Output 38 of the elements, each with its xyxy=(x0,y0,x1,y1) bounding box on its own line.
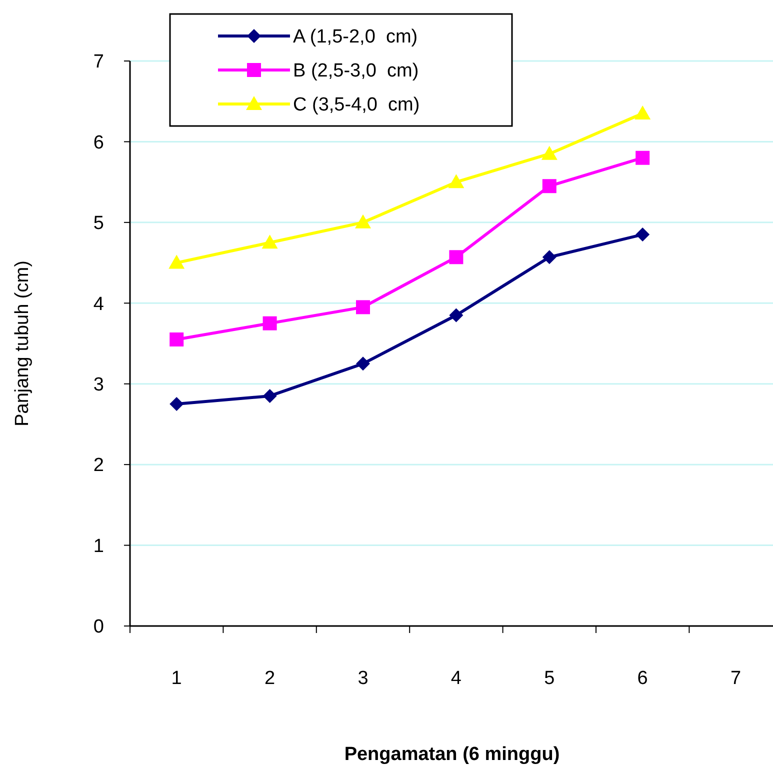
point xyxy=(168,254,185,269)
legend-label: B (2,5-3,0 cm) xyxy=(293,60,419,82)
point xyxy=(542,250,556,264)
point xyxy=(170,397,184,412)
legend-label: A (1,5-2,0 cm) xyxy=(293,26,418,48)
point xyxy=(170,332,184,346)
y-tick-label: 4 xyxy=(93,294,104,315)
x-tick-label: 6 xyxy=(637,668,648,689)
x-axis-title: Pengamatan (6 minggu) xyxy=(344,744,560,765)
y-tick-label: 1 xyxy=(93,536,104,557)
point xyxy=(262,316,277,330)
point xyxy=(636,150,650,165)
x-tick-label: 2 xyxy=(264,668,276,689)
x-tick-label: 4 xyxy=(450,668,462,689)
point xyxy=(356,300,370,314)
point xyxy=(449,250,464,264)
point xyxy=(262,388,277,403)
legend-label: C (3,5-4,0 cm) xyxy=(293,94,420,116)
point xyxy=(448,174,464,188)
x-tick-label: 3 xyxy=(358,668,368,689)
point xyxy=(262,234,278,249)
y-tick-label: 5 xyxy=(93,213,104,234)
y-tick-label: 6 xyxy=(93,132,104,154)
x-tick-label: 5 xyxy=(544,668,555,689)
point xyxy=(634,105,651,120)
point xyxy=(542,179,556,194)
y-tick-label: 3 xyxy=(93,374,104,396)
point xyxy=(356,356,370,371)
y-axis-title: Panjang tubuh (cm) xyxy=(12,260,33,426)
point xyxy=(355,214,371,228)
y-tick-label: 2 xyxy=(93,455,104,476)
point xyxy=(449,308,464,322)
point xyxy=(541,146,558,160)
point xyxy=(636,228,650,242)
y-tick-label: 7 xyxy=(93,52,104,73)
y-tick-label: 0 xyxy=(93,616,104,638)
x-tick-label: 1 xyxy=(171,668,182,689)
x-tick-label: 7 xyxy=(730,668,742,689)
